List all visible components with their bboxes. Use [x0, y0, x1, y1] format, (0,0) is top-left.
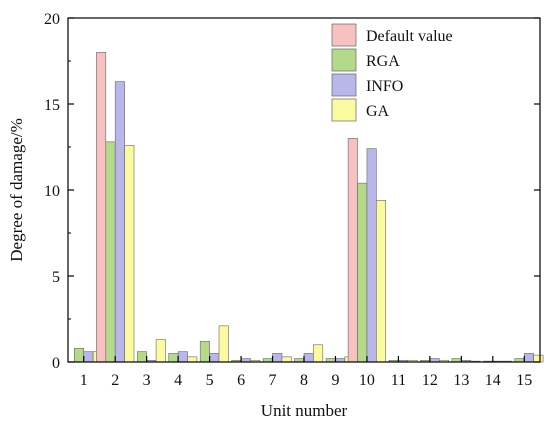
- x-axis: 1 2 3 4 5 6 7 8 9 10 11 12 13 14 15: [80, 356, 532, 389]
- legend-swatch: [331, 48, 357, 72]
- x-tick-label: 13: [453, 372, 469, 389]
- bar-rga-1: [74, 347, 85, 363]
- bar-info-2: [114, 81, 125, 363]
- bar-rga-4: [168, 353, 179, 363]
- x-tick-label: 1: [80, 372, 88, 389]
- legend-label: GA: [366, 103, 390, 120]
- x-tick-label: 4: [174, 372, 182, 389]
- y-tick-label: 10: [44, 183, 60, 200]
- y-tick-label: 0: [52, 355, 60, 372]
- legend: Default value RGA INFO GA: [331, 23, 453, 122]
- x-tick-label: 3: [143, 372, 151, 389]
- bar-info-15: [523, 353, 534, 363]
- bar-rga-2: [105, 141, 116, 363]
- bar-ga-7: [281, 356, 292, 363]
- bar-info-1: [83, 351, 94, 363]
- bar-default-value-2: [96, 52, 107, 363]
- x-tick-label: 15: [516, 372, 532, 389]
- legend-swatch: [331, 98, 357, 122]
- bar-info-10: [366, 148, 377, 363]
- legend-swatch: [331, 23, 357, 47]
- bar-ga-8: [313, 344, 324, 363]
- bar-default-value-10: [347, 138, 358, 363]
- bar-info-7: [272, 353, 283, 363]
- bar-ga-15: [533, 354, 544, 363]
- x-tick-label: 14: [485, 372, 501, 389]
- legend-label: RGA: [366, 53, 400, 70]
- x-tick-label: 10: [359, 372, 375, 389]
- bar-ga-10: [376, 200, 387, 363]
- x-tick-label: 9: [331, 372, 339, 389]
- bar-ga-4: [187, 356, 198, 363]
- bar-ga-5: [218, 325, 229, 363]
- y-tick-label: 15: [44, 97, 60, 114]
- x-axis-label: Unit number: [261, 401, 348, 420]
- x-tick-label: 8: [300, 372, 308, 389]
- plot-frame: [67, 17, 541, 363]
- y-tick-label: 5: [52, 269, 60, 286]
- y-axis: 0 5 10 15 20: [44, 11, 540, 372]
- bar-info-4: [177, 351, 188, 363]
- x-tick-label: 5: [206, 372, 214, 389]
- bar-rga-10: [357, 182, 368, 363]
- legend-swatch: [331, 73, 357, 97]
- x-tick-label: 7: [269, 372, 277, 389]
- x-tick-label: 11: [391, 372, 406, 389]
- bar-ga-3: [155, 339, 166, 363]
- legend-label: Default value: [366, 28, 453, 45]
- bar-rga-3: [136, 351, 147, 363]
- x-tick-label: 6: [237, 372, 245, 389]
- bar-rga-5: [199, 341, 210, 363]
- bar-info-8: [303, 353, 314, 363]
- x-tick-label: 12: [422, 372, 438, 389]
- bars-group: [74, 52, 544, 363]
- bar-info-5: [209, 353, 220, 363]
- bar-ga-2: [124, 144, 135, 363]
- y-axis-label: Degree of damage/%: [7, 118, 26, 261]
- legend-label: INFO: [366, 78, 403, 95]
- y-tick-label: 20: [44, 11, 60, 28]
- x-tick-label: 2: [111, 372, 119, 389]
